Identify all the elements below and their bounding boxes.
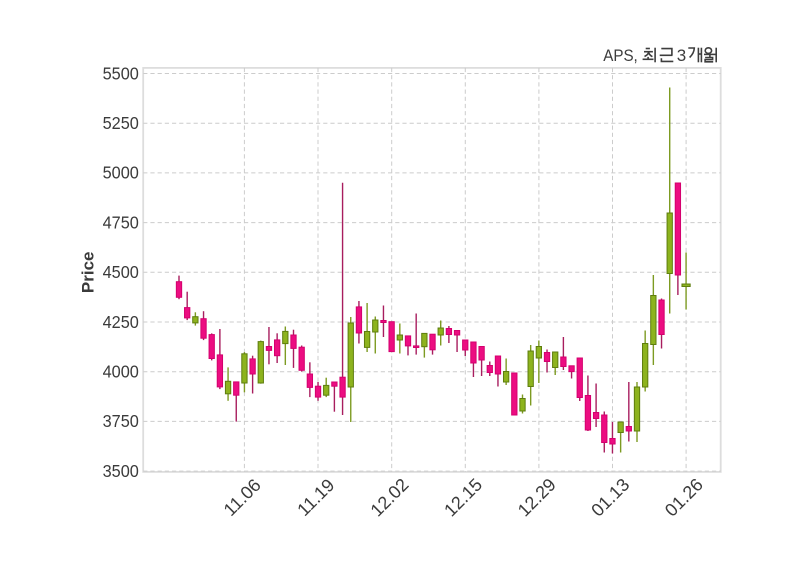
svg-text:5250: 5250 bbox=[103, 113, 139, 133]
svg-text:4500: 4500 bbox=[103, 262, 139, 282]
svg-text:3750: 3750 bbox=[103, 411, 139, 431]
svg-text:4000: 4000 bbox=[103, 362, 139, 382]
svg-text:4250: 4250 bbox=[103, 312, 139, 332]
svg-text:3: 3 bbox=[677, 46, 686, 65]
svg-text:3500: 3500 bbox=[103, 461, 139, 481]
svg-text:5500: 5500 bbox=[103, 63, 139, 83]
svg-text:Price: Price bbox=[79, 252, 98, 294]
svg-text:5000: 5000 bbox=[103, 163, 139, 183]
svg-text:APS,: APS, bbox=[603, 46, 638, 65]
svg-text:4750: 4750 bbox=[103, 212, 139, 232]
